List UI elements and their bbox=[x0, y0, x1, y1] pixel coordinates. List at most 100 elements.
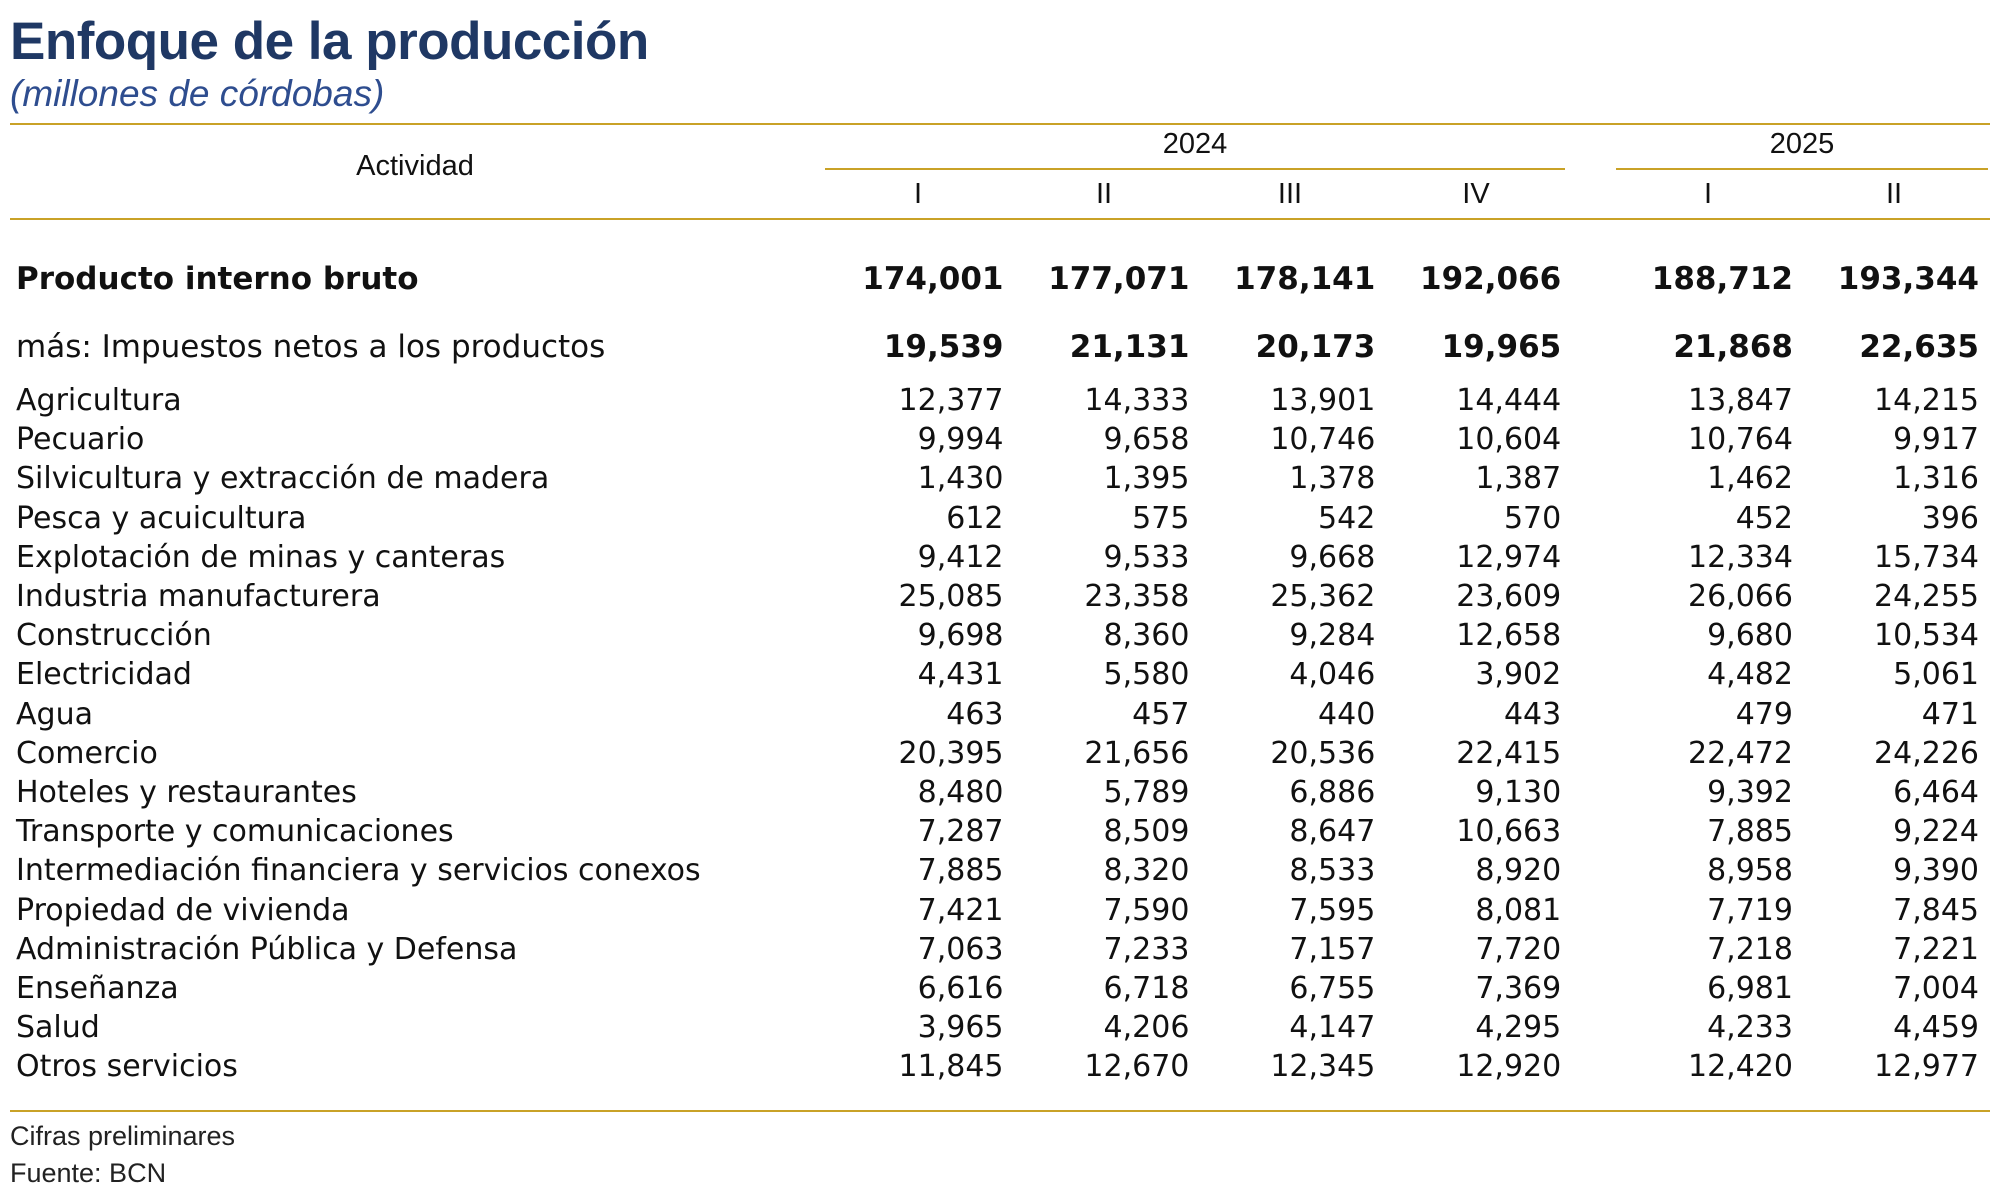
cell-value: 7,885 bbox=[917, 853, 1004, 889]
cell-value: 24,255 bbox=[1874, 579, 1979, 615]
cell-value: 4,431 bbox=[917, 657, 1004, 693]
cell-value: 4,459 bbox=[1893, 1010, 1979, 1046]
cell-value: 7,719 bbox=[1707, 892, 1793, 928]
table-row: Explotación de minas y canteras 9,412 9,53… bbox=[10, 538, 1997, 577]
row-label: Hoteles y restaurantes bbox=[16, 774, 357, 810]
column-gap bbox=[1579, 538, 1625, 577]
cell-value: 12,974 bbox=[1456, 539, 1562, 575]
quarter-header: I bbox=[1703, 178, 1713, 210]
row-label: Otros servicios bbox=[16, 1049, 238, 1085]
table-row: Otros servicios 11,845 12,670 12,345 12,920 1… bbox=[10, 1047, 1997, 1086]
cell-value: 192,066 bbox=[1420, 261, 1562, 297]
quarter-header: I bbox=[913, 178, 923, 210]
row-label: Silvicultura y extracción de madera bbox=[16, 461, 550, 497]
cell-value: 1,430 bbox=[917, 461, 1004, 497]
cell-value: 542 bbox=[1318, 500, 1376, 536]
table-row: Silvicultura y extracción de madera 1,430… bbox=[10, 459, 1997, 498]
column-gap bbox=[1579, 499, 1625, 538]
cell-value: 1,387 bbox=[1475, 461, 1562, 497]
cell-value: 7,421 bbox=[917, 892, 1004, 928]
cell-value: 9,533 bbox=[1103, 539, 1190, 575]
cell-value: 7,063 bbox=[917, 931, 1004, 967]
cell-value: 21,131 bbox=[1069, 329, 1190, 365]
cell-value: 479 bbox=[1735, 696, 1793, 732]
row-label: Salud bbox=[16, 1010, 100, 1046]
cell-value: 177,071 bbox=[1048, 261, 1190, 297]
cell-value: 12,670 bbox=[1084, 1049, 1190, 1085]
cell-value: 443 bbox=[1503, 696, 1562, 732]
cell-value: 188,712 bbox=[1651, 261, 1793, 297]
cell-value: 20,173 bbox=[1255, 329, 1376, 365]
cell-value: 178,141 bbox=[1234, 261, 1376, 297]
cell-value: 4,206 bbox=[1103, 1010, 1190, 1046]
cell-value: 4,482 bbox=[1707, 657, 1793, 693]
cell-value: 463 bbox=[946, 696, 1004, 732]
cell-value: 25,362 bbox=[1270, 579, 1376, 615]
cell-value: 20,395 bbox=[898, 735, 1004, 771]
cell-value: 7,369 bbox=[1475, 970, 1562, 1006]
source-note: Fuente: BCN bbox=[10, 1158, 167, 1188]
row-label: Intermediación financiera y servicios co… bbox=[16, 853, 701, 889]
row-label: Propiedad de vivienda bbox=[16, 892, 350, 928]
cell-value: 8,533 bbox=[1289, 853, 1376, 889]
cell-value: 12,977 bbox=[1874, 1049, 1979, 1085]
table-row: Pesca y acuicultura 612 575 542 570 452 396 bbox=[10, 499, 1997, 538]
bottom-rule bbox=[10, 1110, 1990, 1112]
cell-value: 1,395 bbox=[1103, 461, 1190, 497]
cell-value: 8,647 bbox=[1289, 814, 1376, 850]
cell-value: 9,668 bbox=[1289, 539, 1376, 575]
cell-value: 10,663 bbox=[1456, 814, 1562, 850]
cell-value: 12,345 bbox=[1270, 1049, 1376, 1085]
cell-value: 15,734 bbox=[1874, 539, 1979, 575]
cell-value: 25,085 bbox=[898, 579, 1004, 615]
cell-value: 6,464 bbox=[1893, 774, 1979, 810]
production-table: Producto interno bruto 174,001 177,071 1… bbox=[10, 245, 1997, 1086]
cell-value: 7,157 bbox=[1289, 931, 1376, 967]
cell-value: 19,539 bbox=[883, 329, 1004, 365]
cell-value: 174,001 bbox=[862, 261, 1004, 297]
table-row: Agricultura 12,377 14,333 13,901 14,444 13,84… bbox=[10, 381, 1997, 420]
cell-value: 452 bbox=[1735, 500, 1793, 536]
column-gap bbox=[1579, 655, 1625, 694]
cell-value: 4,046 bbox=[1289, 657, 1376, 693]
cell-value: 23,358 bbox=[1084, 579, 1190, 615]
column-gap bbox=[1579, 930, 1625, 969]
year-2024-header: 2024 bbox=[1162, 128, 1228, 160]
column-gap bbox=[1579, 734, 1625, 773]
column-gap bbox=[1579, 773, 1625, 812]
cell-value: 193,344 bbox=[1837, 261, 1979, 297]
row-label: Electricidad bbox=[16, 657, 192, 693]
cell-value: 1,378 bbox=[1289, 461, 1376, 497]
cell-value: 9,698 bbox=[917, 618, 1004, 654]
cell-value: 19,965 bbox=[1441, 329, 1562, 365]
row-label: Agricultura bbox=[16, 383, 182, 419]
quarter-header: IV bbox=[1462, 178, 1490, 210]
table-row: Enseñanza 6,616 6,718 6,755 7,369 6,981 7,004 bbox=[10, 969, 1997, 1008]
cell-value: 14,444 bbox=[1456, 383, 1562, 419]
row-label: Administración Pública y Defensa bbox=[16, 931, 518, 967]
cell-value: 12,377 bbox=[898, 383, 1004, 419]
cell-value: 440 bbox=[1318, 696, 1376, 732]
row-label: Producto interno bruto bbox=[16, 261, 419, 297]
cell-value: 13,901 bbox=[1270, 383, 1376, 419]
table-row: Salud 3,965 4,206 4,147 4,295 4,233 4,459 bbox=[10, 1008, 1997, 1047]
cell-value: 9,994 bbox=[917, 422, 1004, 458]
top-rule bbox=[10, 123, 1990, 125]
column-gap bbox=[1579, 381, 1625, 420]
cell-value: 7,004 bbox=[1893, 970, 1979, 1006]
year-2025-header: 2025 bbox=[1769, 128, 1835, 160]
activity-rows: Agricultura 12,377 14,333 13,901 14,444 13,84… bbox=[10, 381, 1997, 1086]
cell-value: 13,847 bbox=[1688, 383, 1793, 419]
page-title: Enfoque de la producción bbox=[10, 12, 649, 71]
cell-value: 8,360 bbox=[1103, 618, 1190, 654]
cell-value: 9,917 bbox=[1893, 422, 1979, 458]
cell-value: 5,789 bbox=[1103, 774, 1190, 810]
cell-value: 7,595 bbox=[1289, 892, 1376, 928]
cell-value: 8,920 bbox=[1475, 853, 1562, 889]
cell-value: 8,958 bbox=[1707, 853, 1793, 889]
cell-value: 22,472 bbox=[1688, 735, 1793, 771]
row-label: Comercio bbox=[16, 735, 158, 771]
column-gap bbox=[1579, 695, 1625, 734]
table-row: Administración Pública y Defensa 7,063 7,2… bbox=[10, 930, 1997, 969]
cell-value: 12,334 bbox=[1688, 539, 1793, 575]
